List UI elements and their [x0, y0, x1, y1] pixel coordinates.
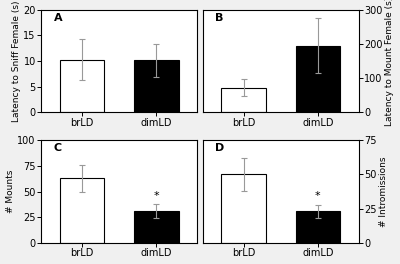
Text: C: C [54, 143, 62, 153]
Bar [221, 175, 266, 243]
Bar [134, 211, 179, 243]
Bar [221, 88, 266, 112]
Bar [60, 60, 104, 112]
Y-axis label: Latency to Mount Female (s): Latency to Mount Female (s) [386, 0, 394, 126]
Bar [134, 60, 179, 112]
Bar [60, 178, 104, 243]
Text: B: B [215, 13, 224, 23]
Bar [296, 211, 340, 243]
Text: *: * [154, 191, 159, 201]
Text: A: A [54, 13, 62, 23]
Text: *: * [315, 191, 320, 201]
Y-axis label: Latency to Sniff Female (s): Latency to Sniff Female (s) [12, 0, 20, 122]
Bar [296, 45, 340, 112]
Y-axis label: # Intromissions: # Intromissions [380, 156, 388, 227]
Text: D: D [215, 143, 224, 153]
Y-axis label: # Mounts: # Mounts [6, 170, 14, 213]
